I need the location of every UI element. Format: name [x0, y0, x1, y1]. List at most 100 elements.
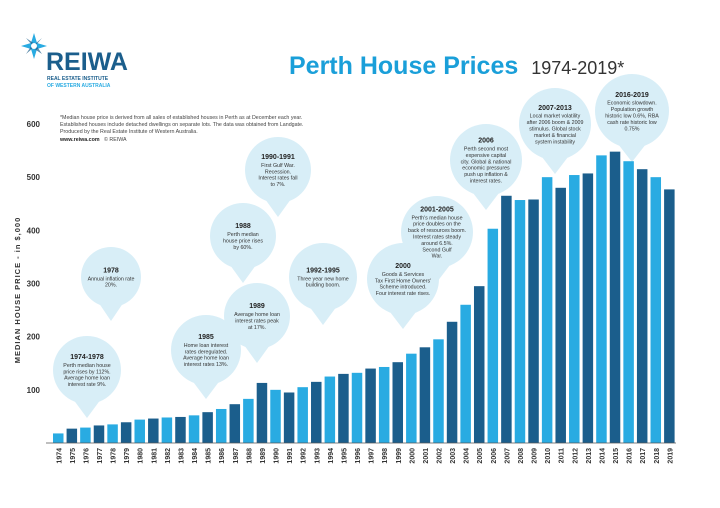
annotation-line: Local market volatility	[530, 114, 581, 120]
x-tick-label: 1981	[151, 448, 158, 464]
annotation-line: interest rates peak	[235, 319, 279, 325]
x-tick-label: 1979	[124, 448, 131, 464]
bar-1998	[378, 366, 390, 443]
brand-sub-1: REAL ESTATE INSTITUTE	[47, 76, 109, 82]
x-tick-label: 1985	[206, 448, 213, 464]
annotation-line: stimulus. Global stock	[529, 127, 581, 133]
x-tick-label: 1980	[138, 448, 145, 464]
annotation-line: Average home loan	[183, 356, 229, 362]
footnote-line-1: *Median house price is derived from all …	[60, 115, 302, 121]
bars	[53, 151, 675, 444]
x-tick-label: 2016	[627, 448, 634, 464]
annotation-bubble: 1990-1991 First Gulf War.Recession.Intere…	[245, 137, 311, 217]
annotation-line: Four interest rate rises.	[376, 291, 430, 297]
bar-2008	[514, 200, 526, 443]
bar-2005	[473, 286, 485, 443]
annotation-line: 0.75%	[624, 126, 639, 132]
y-tick-label: 500	[27, 173, 41, 182]
bar-1986	[215, 408, 227, 443]
y-tick-label: 200	[27, 333, 41, 342]
footnote: *Median house price is derived from all …	[59, 115, 303, 143]
bar-1980	[134, 419, 145, 443]
x-tick-label: 2007	[504, 448, 511, 464]
footnote-link[interactable]: www.reiwa.com	[59, 137, 100, 143]
bar-1995	[338, 373, 349, 443]
annotation-line: Annual inflation rate	[88, 276, 135, 282]
logo: REIWA REAL ESTATE INSTITUTE OF WESTERN A…	[21, 33, 128, 89]
x-tick-label: 1982	[165, 448, 172, 464]
bar-1985	[202, 412, 213, 443]
annotation-line: historic low 0.6%, RBA	[605, 114, 659, 120]
brand-sub-2: OF WESTERN AUSTRALIA	[47, 83, 111, 89]
annotation-heading: 1974-1978	[70, 354, 104, 361]
x-tick-label: 2004	[464, 448, 471, 464]
x-tick-label: 2014	[599, 448, 606, 464]
x-tick-label: 1975	[70, 448, 77, 464]
x-tick-label: 1993	[314, 448, 321, 464]
annotation-heading: 2006	[478, 138, 494, 145]
x-tick-label: 1974	[56, 448, 63, 464]
bar-1979	[120, 422, 132, 443]
annotation-line: interest rate 9%.	[68, 382, 107, 388]
bar-2010	[541, 177, 553, 443]
bar-2009	[528, 199, 539, 443]
bar-1999	[392, 362, 403, 443]
annotation-line: building boom.	[306, 283, 340, 289]
bar-2014	[596, 155, 607, 443]
annotation-line: Goods & Services	[382, 272, 425, 278]
bar-1976	[80, 427, 91, 443]
y-tick-label: 400	[27, 226, 41, 235]
annotation-line: Interest rates fall	[258, 176, 297, 182]
x-tick-label: 1989	[260, 448, 267, 464]
x-tick-label: 2015	[613, 448, 620, 464]
bar-1977	[93, 425, 105, 443]
annotation-line: First Gulf War.	[261, 163, 295, 169]
bar-1992	[297, 387, 308, 443]
x-tick-label: 1991	[287, 448, 294, 464]
brand-name: REIWA	[46, 48, 128, 76]
x-tick-label: 1997	[369, 448, 376, 464]
annotation-line: to 7%.	[270, 182, 285, 188]
bar-1974	[53, 433, 64, 443]
x-tick-label: 1990	[274, 448, 281, 464]
x-tick-label: 2009	[532, 448, 539, 464]
x-tick-label: 2003	[450, 448, 457, 464]
bar-1978	[107, 424, 118, 443]
bar-1981	[148, 418, 159, 443]
annotation-heading: 1978	[103, 267, 119, 274]
bar-2015	[609, 151, 621, 443]
x-tick-label: 1998	[382, 448, 389, 464]
title-years: 1974-2019*	[531, 58, 624, 78]
annotation-line: interest rates.	[470, 179, 502, 185]
bar-1983	[175, 416, 186, 443]
annotation-line: cash rate historic low	[607, 120, 657, 126]
annotation-line: rates deregulated.	[185, 349, 228, 355]
y-axis-ticks: 100 200 300 400 500 600	[27, 120, 41, 395]
annotation-line: interest rates 13%.	[184, 362, 228, 368]
bar-2001	[419, 347, 431, 443]
annotation-heading: 2007-2013	[538, 105, 572, 112]
annotation-heading: 2000	[395, 263, 411, 270]
x-tick-label: 1978	[111, 448, 118, 464]
annotation-line: Average home loan	[234, 312, 280, 318]
x-tick-label: 1995	[341, 448, 348, 464]
x-tick-label: 1988	[246, 448, 253, 464]
annotation-line: price doubles on the	[413, 222, 461, 228]
bar-2011	[555, 187, 566, 443]
x-tick-label: 1994	[328, 448, 335, 464]
bar-2013	[582, 173, 594, 443]
bar-2018	[650, 177, 662, 443]
annotation-line: around 6.5%.	[421, 241, 453, 247]
x-tick-label: 2018	[654, 448, 661, 464]
annotation-line: Home loan interest	[184, 343, 229, 349]
y-tick-label: 300	[27, 280, 41, 289]
annotation-heading: 1992-1995	[306, 267, 340, 274]
x-tick-label: 2001	[423, 448, 430, 464]
x-tick-label: 2012	[572, 448, 579, 464]
x-tick-label: 1999	[396, 448, 403, 464]
x-tick-label: 2013	[586, 448, 593, 464]
